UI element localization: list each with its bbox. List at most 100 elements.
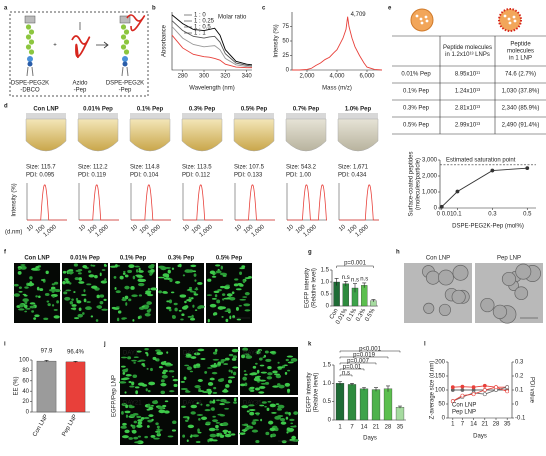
- cell: [209, 377, 215, 381]
- x-tick-label: 0.5%: [364, 307, 376, 322]
- y-axis-label: (molecules/particle): [416, 158, 422, 210]
- cell: [142, 365, 146, 367]
- cell: [133, 362, 136, 364]
- cell: [189, 435, 193, 438]
- cell: [239, 271, 243, 276]
- cell: [267, 400, 272, 403]
- cell: [146, 301, 152, 305]
- cell: [207, 367, 213, 369]
- marker: [439, 204, 444, 209]
- cell: [246, 425, 249, 428]
- x-axis-label: Days: [363, 436, 377, 442]
- x-unit-label: (d.nm): [5, 230, 22, 236]
- cell: [17, 271, 22, 275]
- cell: [162, 407, 166, 410]
- cell: [275, 374, 282, 379]
- cell: [217, 288, 222, 292]
- cell: [197, 281, 203, 285]
- cell: [63, 291, 68, 295]
- cell: [65, 289, 72, 292]
- cell: [137, 316, 141, 320]
- cell: [178, 263, 182, 268]
- x-tick-label: 100: [295, 224, 307, 235]
- cell: [148, 406, 154, 411]
- cell: [229, 315, 232, 320]
- cell: [36, 286, 40, 291]
- cell: [277, 361, 280, 364]
- vial-cap: [130, 113, 170, 119]
- image-label: 0.01% Pep: [70, 256, 100, 262]
- cell: [145, 290, 152, 294]
- cell: [189, 290, 195, 293]
- cell: [132, 318, 135, 322]
- y-tick-label: 1.5: [321, 268, 330, 274]
- cell: [129, 385, 135, 388]
- x-tick-label: 2,000: [299, 74, 315, 80]
- cell: [196, 440, 201, 443]
- cell: [101, 308, 108, 311]
- cell: [24, 286, 29, 289]
- cell: [145, 351, 148, 354]
- cell: [133, 436, 139, 440]
- lnp-icon: [410, 8, 434, 32]
- cell: [193, 293, 199, 296]
- cell: [287, 427, 295, 432]
- cell: [125, 302, 128, 306]
- bar: [383, 388, 393, 421]
- cell: [125, 404, 129, 409]
- cell: [231, 357, 237, 361]
- cell: [144, 348, 149, 351]
- vial: [233, 118, 275, 152]
- cell: [225, 384, 230, 388]
- cell: [34, 314, 40, 318]
- cell: [228, 376, 236, 379]
- cell: [271, 411, 277, 414]
- cell: [71, 298, 74, 301]
- cell: [20, 265, 27, 270]
- cell: [277, 366, 284, 369]
- vial: [285, 118, 327, 152]
- cell: [274, 373, 281, 376]
- size-distribution: [339, 184, 379, 221]
- cell: [280, 421, 287, 425]
- image-label: Con LNP: [426, 256, 450, 262]
- cell: [35, 295, 38, 298]
- cell: [267, 366, 272, 370]
- cell: [90, 264, 93, 267]
- molecule-label: Azido: [72, 81, 88, 87]
- image-label: Con LNP: [24, 256, 49, 262]
- cell: [31, 267, 38, 271]
- bar: [335, 383, 345, 421]
- cell: [114, 264, 118, 268]
- cell: [222, 273, 228, 276]
- image-label: DAY28: [183, 401, 202, 407]
- cell: [131, 424, 136, 429]
- cell: [136, 424, 143, 428]
- cell: [162, 404, 167, 408]
- cell: [88, 270, 92, 274]
- cell: [144, 313, 151, 317]
- cell: [75, 269, 81, 272]
- y-tick-label: 75: [282, 24, 289, 30]
- cell: [120, 377, 128, 381]
- cell: [217, 361, 222, 366]
- cell: [147, 293, 154, 297]
- bar: [361, 285, 368, 307]
- cell: [156, 351, 164, 356]
- cell: [24, 310, 28, 313]
- x-tick-label: 1,000: [199, 224, 215, 239]
- cell: [197, 348, 205, 352]
- cell: [29, 302, 36, 305]
- panel-label: l: [424, 342, 426, 348]
- cell: [171, 375, 175, 378]
- cell: [22, 293, 27, 296]
- cell: [193, 352, 201, 356]
- marker: [494, 385, 498, 390]
- y-axis-label: Intensity (%): [274, 24, 280, 57]
- y2-tick-label: 0.2: [515, 374, 524, 380]
- x-tick-label: 35: [504, 422, 511, 428]
- cell: [222, 429, 229, 433]
- cell: [241, 354, 246, 359]
- marker: [482, 383, 487, 388]
- cell: [147, 288, 151, 290]
